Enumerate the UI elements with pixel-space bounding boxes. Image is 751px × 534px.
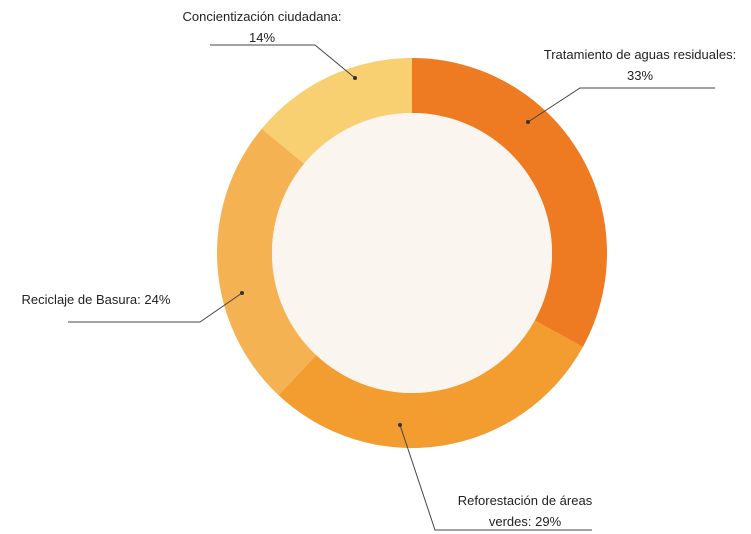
donut-slice xyxy=(278,320,583,448)
donut-slice xyxy=(216,128,317,396)
leader-lines xyxy=(68,44,715,531)
category-label: Reforestación de áreas verdes: xyxy=(457,493,593,529)
leader-line xyxy=(527,87,715,123)
leader-line xyxy=(399,424,592,531)
donut-slice xyxy=(412,58,607,347)
leader-dot xyxy=(240,291,244,295)
donut-hole xyxy=(272,113,552,393)
leader-dot xyxy=(398,423,402,427)
value-label: 24% xyxy=(144,292,171,307)
donut-slice xyxy=(261,58,412,164)
value-label: 33% xyxy=(626,68,654,83)
category-label: Tratamiento de aguas residuales: xyxy=(543,47,737,62)
value-label: 29% xyxy=(535,514,562,529)
category-label: Concientización ciudadana: xyxy=(182,9,342,24)
category-label: Reciclaje de Basura: xyxy=(21,292,141,307)
leader-dot xyxy=(353,76,357,80)
value-label: 14% xyxy=(248,30,276,45)
slice-label: Reforestación de áreas verdes: 29% xyxy=(440,490,610,532)
leader-dot xyxy=(526,120,530,124)
slice-label: Reciclaje de Basura: 24% xyxy=(0,289,192,310)
leader-line xyxy=(210,44,356,79)
leader-line xyxy=(68,292,243,323)
slice-label: Tratamiento de aguas residuales: 33% xyxy=(520,44,751,86)
slice-label: Concientización ciudadana: 14% xyxy=(142,6,382,48)
